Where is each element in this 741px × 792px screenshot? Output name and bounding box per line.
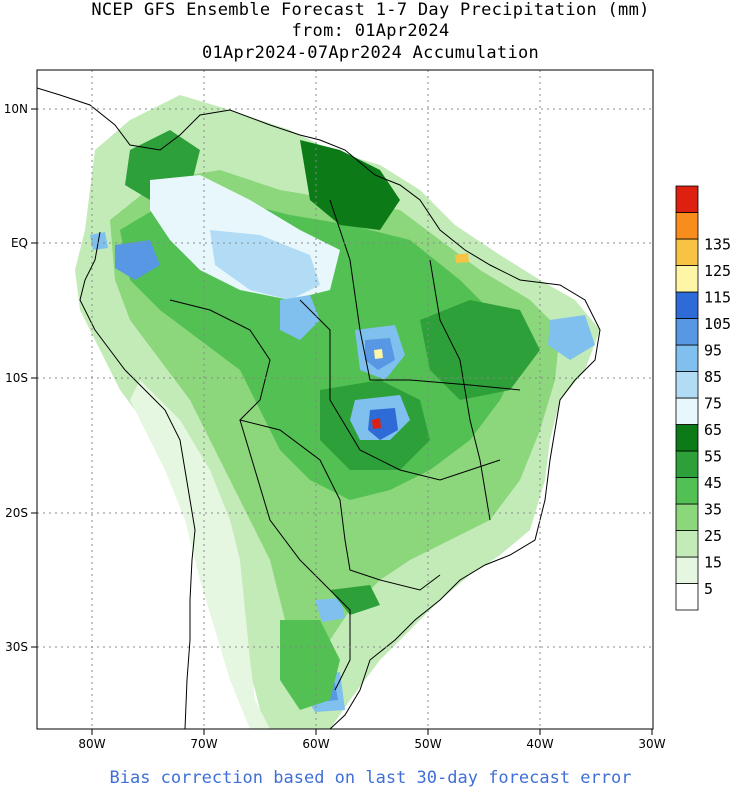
legend-label: 105 <box>704 315 731 333</box>
lon-label-50w: 50W <box>414 737 441 751</box>
precip-95-105-zone <box>368 408 398 440</box>
state-borders-1 <box>329 199 521 391</box>
legend-swatch <box>675 450 699 478</box>
precip-45-55-zone-3 <box>420 300 540 400</box>
legend-swatch <box>675 530 699 558</box>
bias-correction-note: Bias correction based on last 30-day for… <box>109 768 632 788</box>
legend-swatch <box>675 371 699 399</box>
legend-swatch <box>675 503 699 531</box>
legend-swatch <box>675 185 699 213</box>
legend-swatch <box>675 556 699 584</box>
precip-75-85-zone-5 <box>548 315 595 360</box>
map-frame <box>36 69 654 730</box>
legend-swatch <box>675 265 699 293</box>
lat-label-10n: 10N <box>4 102 28 116</box>
legend-label: 35 <box>704 500 722 518</box>
brazil-border <box>169 299 441 591</box>
legend-label: 55 <box>704 447 722 465</box>
precip-105-115-zone <box>374 349 383 359</box>
lat-label-10s: 10S <box>5 371 28 385</box>
precip-45-55-zone-5 <box>330 585 380 615</box>
precip-max-marker <box>372 418 381 429</box>
precip-legend: 5 15 25 35 45 55 65 75 85 95 105 115 125 135 <box>675 185 731 611</box>
axis-ticks <box>31 108 653 735</box>
precip-75-85-zone <box>280 295 320 340</box>
lon-label-40w: 40W <box>526 737 553 751</box>
coastlines <box>37 87 601 729</box>
forecast-init-date: from: 01Apr2024 <box>291 21 450 41</box>
legend-label: 75 <box>704 394 722 412</box>
precip-trace-zone <box>130 380 270 729</box>
legend-label: 95 <box>704 341 722 359</box>
precip-75-85-zone-4 <box>90 232 108 250</box>
legend-swatch <box>675 344 699 372</box>
lat-label-30s: 30S <box>5 640 28 654</box>
lon-label-60w: 60W <box>302 737 329 751</box>
legend-label: 45 <box>704 474 722 492</box>
state-borders-2 <box>299 299 501 481</box>
accumulation-period: 01Apr2024-07Apr2024 Accumulation <box>201 43 540 63</box>
lon-label-80w: 80W <box>78 737 105 751</box>
legend-label: 65 <box>704 421 722 439</box>
precip-45-55-zone <box>300 140 400 230</box>
legend-label: 5 <box>704 580 713 598</box>
legend-swatch <box>675 477 699 505</box>
map-title: NCEP GFS Ensemble Forecast 1-7 Day Preci… <box>91 0 650 20</box>
lat-label-20s: 20S <box>5 506 28 520</box>
precip-35-45-zone-2 <box>280 620 340 710</box>
lon-label-70w: 70W <box>190 737 217 751</box>
legend-label: 25 <box>704 527 722 545</box>
state-borders-3 <box>429 259 491 521</box>
legend-swatch <box>675 397 699 425</box>
legend-swatch <box>675 424 699 452</box>
legend-label: 15 <box>704 553 722 571</box>
legend-label: 135 <box>704 235 731 253</box>
lon-label-30w: 30W <box>638 737 665 751</box>
precip-65-75-zone <box>210 230 320 300</box>
argentina-border <box>239 419 351 691</box>
legend-swatch <box>675 291 699 319</box>
legend-label: 115 <box>704 288 731 306</box>
legend-swatch <box>675 238 699 266</box>
legend-swatch <box>675 212 699 240</box>
legend-label: 85 <box>704 368 722 386</box>
legend-label: 125 <box>704 262 731 280</box>
west-coast-outline <box>79 231 196 729</box>
precip-85-95-zone-2 <box>115 240 160 280</box>
legend-swatch <box>675 318 699 346</box>
south-america-outline <box>37 87 601 729</box>
lat-label-eq: EQ <box>11 236 28 250</box>
precip-115-125-zone <box>455 253 469 263</box>
precipitation-fields <box>75 95 600 729</box>
legend-swatch <box>675 583 699 611</box>
graticule <box>37 70 653 729</box>
precip-75-85-zone-6 <box>315 598 345 622</box>
